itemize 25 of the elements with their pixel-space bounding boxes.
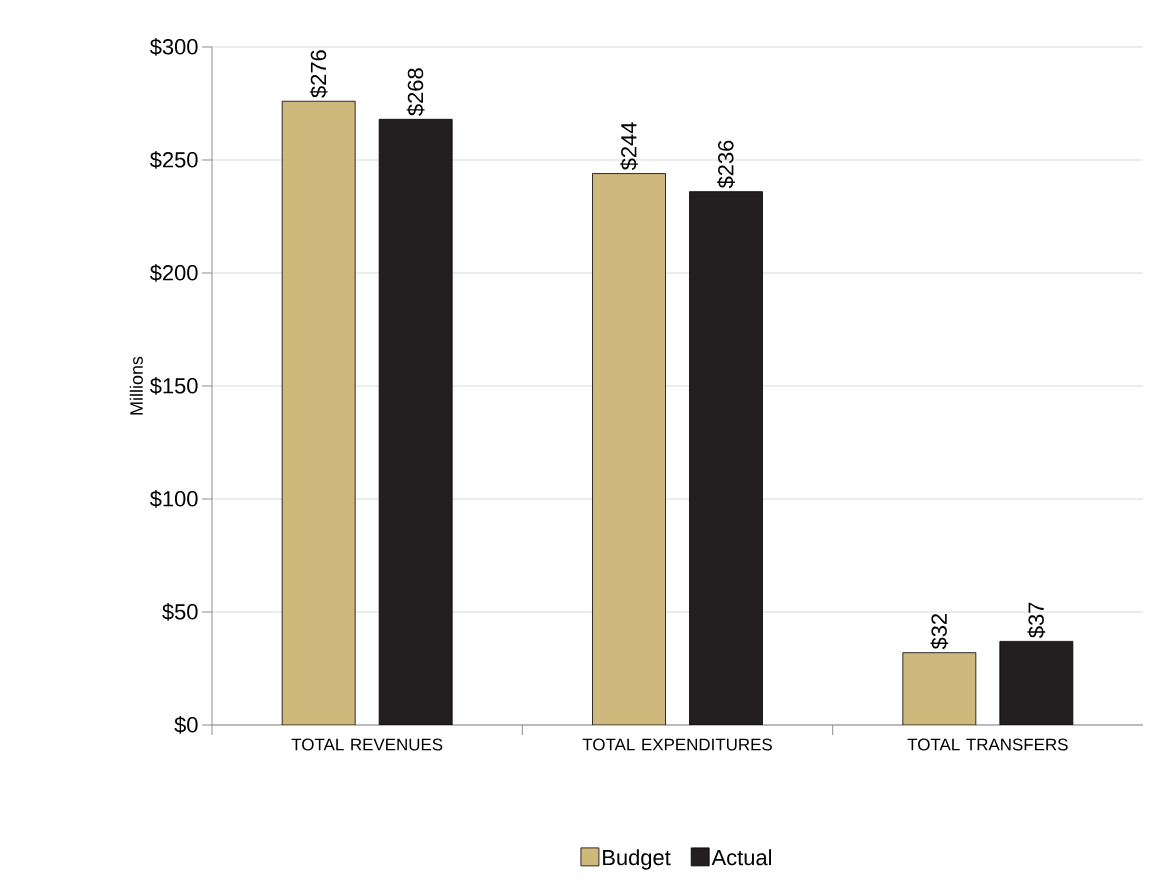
bar: [592, 173, 666, 725]
x-tick-label: TOTAL REVENUES: [291, 738, 443, 751]
legend-label: Budget: [603, 849, 671, 870]
y-tick-label: $300: [149, 38, 198, 56]
y-tick-label: $250: [149, 151, 198, 169]
y-axis-title: Millions: [129, 356, 143, 415]
data-label: $244: [620, 122, 638, 171]
y-tick-label: $200: [149, 264, 198, 282]
x-tick-label: TOTAL EXPENDITURES: [582, 738, 772, 751]
data-label: $37: [1027, 602, 1046, 638]
bar: [281, 100, 356, 725]
data-label: $268: [406, 68, 425, 116]
bar: [378, 118, 453, 725]
bar: [902, 652, 977, 725]
legend-label: Actual: [711, 849, 772, 866]
data-label: $32: [930, 614, 949, 650]
bar: [999, 640, 1074, 725]
y-tick-label: $50: [162, 603, 198, 621]
data-label: $276: [309, 50, 328, 98]
bar: [689, 191, 763, 725]
data-label: $236: [717, 140, 735, 189]
y-tick-label: $150: [149, 377, 198, 395]
x-tick-label: TOTAL TRANSFERS: [907, 738, 1068, 751]
y-tick-label: $100: [149, 490, 198, 508]
y-tick-label: $0: [174, 716, 198, 734]
